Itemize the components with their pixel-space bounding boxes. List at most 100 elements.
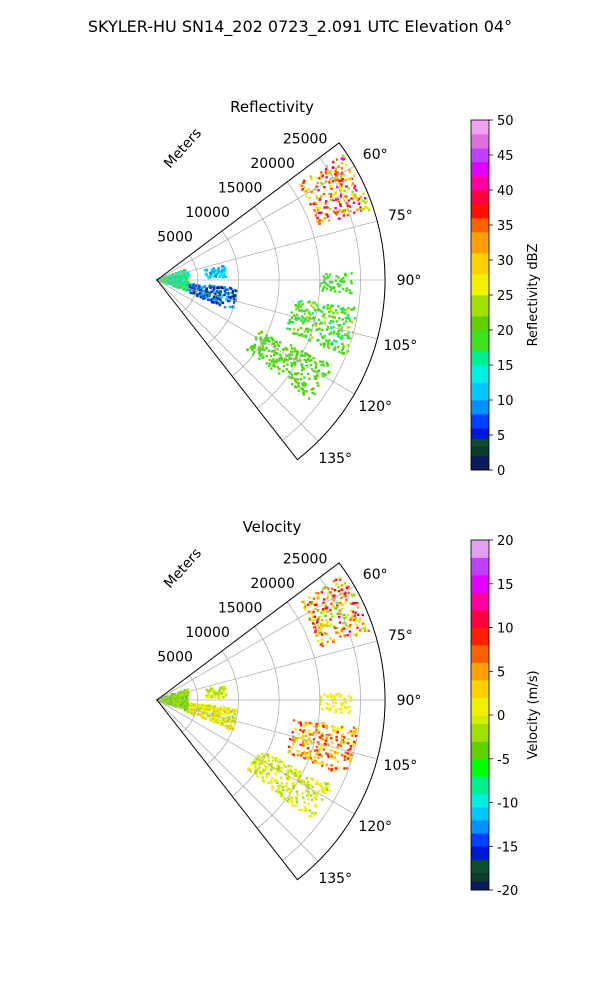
echo-gate [216, 289, 219, 293]
echo-gate [343, 174, 346, 177]
echo-gate [324, 739, 328, 742]
colorbar-band [471, 645, 489, 663]
echo-gate [352, 616, 355, 619]
echo-gate [294, 317, 297, 320]
echo-gate [343, 199, 347, 202]
echo-gate [302, 796, 305, 799]
echo-gate [281, 760, 284, 764]
echo-gate [303, 187, 307, 191]
echo-gate [333, 769, 336, 772]
echo-gate [271, 759, 274, 762]
echo-gate [223, 710, 227, 714]
echo-gate [223, 695, 226, 698]
echo-gate [284, 357, 287, 360]
echo-gate [286, 800, 289, 803]
echo-gate [259, 772, 262, 775]
azimuth-tick-label: 120° [358, 399, 392, 415]
echo-gate [210, 704, 213, 708]
echo-gate [314, 361, 317, 364]
echo-gate [324, 212, 327, 216]
echo-gate [313, 301, 316, 304]
echo-gate [340, 708, 343, 711]
echo-gate [323, 631, 326, 635]
echo-region-2 [203, 265, 227, 280]
azimuth-tick-label: 90° [397, 693, 422, 709]
echo-gate [325, 200, 328, 203]
echo-gate [206, 274, 209, 278]
echo-gate [163, 277, 166, 281]
echo-gate [316, 219, 319, 222]
echo-gate [348, 754, 351, 757]
echo-gate [219, 723, 223, 726]
echo-gate [329, 193, 332, 196]
echo-gate [312, 202, 315, 205]
echo-gate [349, 280, 353, 283]
echo-gate [209, 275, 212, 278]
echo-gate [338, 328, 341, 331]
echo-gate [278, 791, 281, 794]
echo-gate [331, 180, 335, 183]
echo-gate [318, 762, 322, 765]
echo-gate [308, 596, 311, 599]
echo-gate [211, 715, 214, 719]
echo-gate [344, 272, 347, 275]
echo-gate [340, 329, 344, 332]
sector-outline [156, 562, 386, 881]
echo-gate [339, 283, 342, 287]
echo-gate [323, 742, 327, 745]
echo-gate [312, 306, 315, 309]
echo-gate [305, 808, 308, 812]
echo-gate [258, 759, 261, 763]
echo-gate [200, 287, 203, 290]
echo-gate [167, 278, 171, 281]
echo-gate [299, 722, 302, 725]
echo-gate [317, 309, 320, 312]
echo-gate [202, 297, 205, 300]
echo-gate [300, 373, 303, 376]
echo-gate [254, 758, 257, 761]
echo-gate [310, 359, 313, 362]
echo-gate [306, 359, 309, 362]
echo-gate [174, 695, 177, 698]
echo-gate [213, 711, 216, 714]
azimuth-gridline [156, 279, 378, 340]
echo-gate [327, 339, 331, 342]
echo-gate [334, 583, 338, 587]
colorbar-band [471, 232, 489, 254]
echo-gate [308, 300, 311, 303]
echo-gate [292, 737, 295, 740]
echo-gate [332, 348, 336, 351]
echo-gate [301, 320, 304, 323]
echo-gate [330, 309, 333, 312]
echo-gate [294, 372, 297, 375]
echo-gate [348, 710, 351, 713]
echo-gate [364, 197, 367, 200]
echo-gate [212, 271, 215, 275]
echo-gate [359, 206, 362, 209]
echo-gate [350, 753, 353, 756]
echo-gate [328, 273, 332, 276]
echo-gate [291, 383, 294, 386]
echo-gate [325, 165, 328, 168]
echo-gate [317, 189, 320, 192]
echo-gate [253, 769, 257, 773]
echo-gate [330, 764, 333, 767]
echo-gate [220, 270, 223, 274]
echo-gate [293, 347, 296, 350]
echo-gate [301, 735, 304, 738]
echo-gate [228, 708, 231, 711]
echo-gate [173, 704, 176, 707]
echo-gate [319, 332, 322, 336]
echo-gate [315, 363, 318, 366]
echo-gate [357, 197, 361, 201]
echo-gate [192, 286, 195, 290]
echo-gate [261, 762, 265, 765]
colorbar-band [471, 316, 489, 331]
echo-gate [280, 782, 284, 785]
echo-gate [313, 316, 316, 319]
echo-gate [310, 619, 314, 622]
azimuth-tick-label: 135° [318, 871, 352, 887]
echo-gate [261, 780, 265, 783]
echo-gate [327, 609, 330, 613]
